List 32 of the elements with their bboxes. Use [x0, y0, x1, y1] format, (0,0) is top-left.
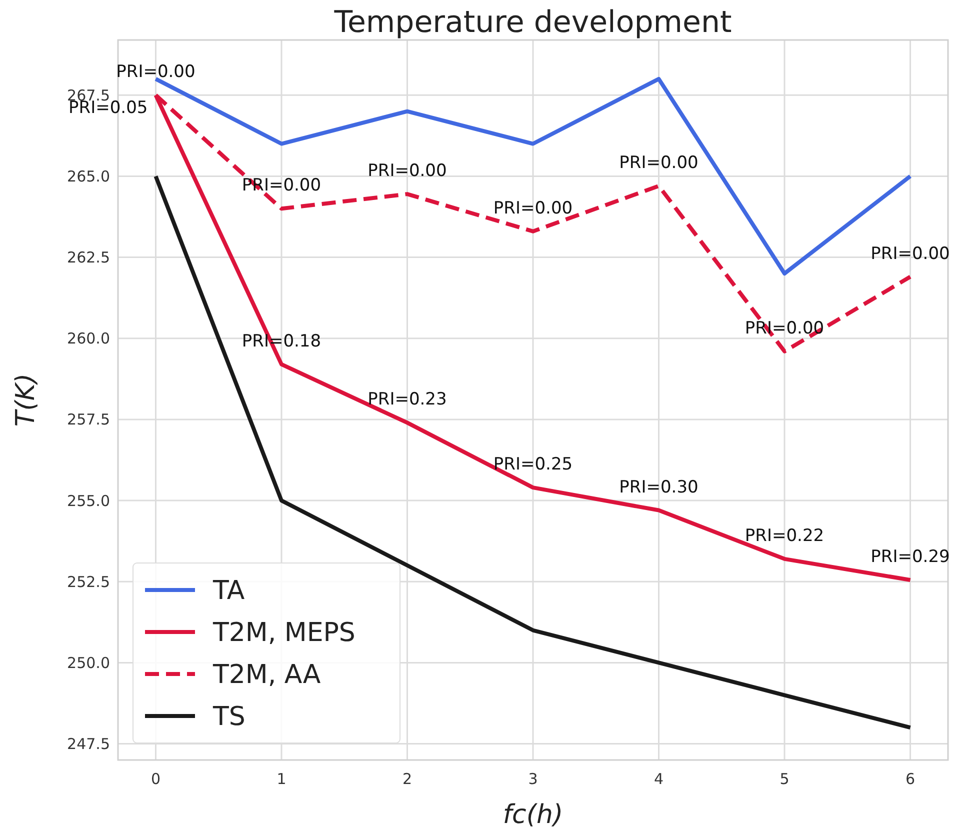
x-tick-label: 5 — [780, 770, 790, 788]
y-tick-label: 257.5 — [67, 410, 110, 429]
y-axis-title: T(K) — [11, 373, 41, 427]
x-tick-label: 1 — [276, 770, 286, 788]
annotation: PRI=0.00 — [619, 152, 698, 173]
legend-label: T2M, AA — [212, 660, 321, 690]
x-tick-label: 4 — [654, 770, 664, 788]
x-tick-label: 3 — [528, 770, 538, 788]
y-tick-label: 265.0 — [67, 167, 110, 186]
y-tick-label: 247.5 — [67, 735, 110, 754]
x-tick-label: 2 — [402, 770, 412, 788]
y-tick-label: 250.0 — [67, 654, 110, 672]
annotation: PRI=0.00 — [870, 244, 950, 264]
annotation: PRI=0.25 — [493, 454, 573, 475]
y-tick-label: 260.0 — [67, 330, 110, 348]
legend-label: TS — [212, 702, 246, 732]
legend-label: T2M, MEPS — [212, 618, 356, 648]
annotation: PRI=0.00 — [493, 198, 573, 218]
y-tick-label: 262.5 — [67, 248, 110, 267]
annotation: PRI=0.30 — [619, 477, 698, 498]
x-tick-label: 6 — [906, 770, 916, 788]
chart-title: Temperature development — [333, 5, 732, 40]
annotation: PRI=0.00 — [116, 62, 196, 82]
annotation: PRI=0.22 — [744, 526, 824, 546]
y-tick-label: 252.5 — [67, 572, 110, 591]
x-tick-label: 0 — [150, 770, 160, 788]
x-axis-title: fc(h) — [502, 800, 564, 830]
annotation: PRI=0.23 — [368, 390, 447, 410]
annotation: PRI=0.29 — [870, 547, 950, 567]
legend-label: TA — [212, 576, 245, 606]
annotation: PRI=0.00 — [368, 161, 447, 182]
y-tick-label: 255.0 — [67, 492, 110, 510]
